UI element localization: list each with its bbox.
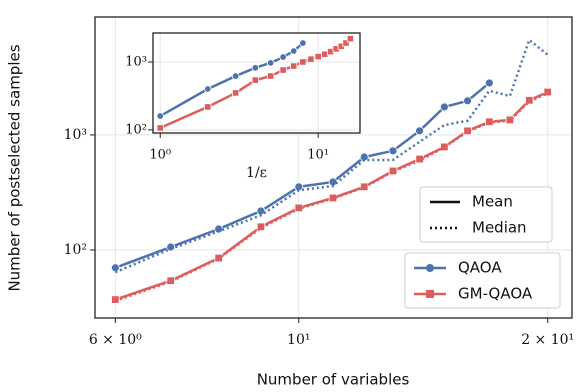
point (256, 206, 266, 216)
point (204, 103, 212, 111)
point (299, 39, 307, 47)
point (463, 96, 472, 106)
legend-label: Mean (472, 193, 513, 211)
x-tick-label: 6 × 10⁰ (89, 332, 142, 348)
point (166, 276, 175, 285)
point (388, 146, 398, 156)
point (251, 76, 259, 84)
point (231, 89, 240, 97)
x-axis-label: Number of variables (257, 371, 410, 389)
point (299, 58, 307, 66)
point (204, 85, 212, 93)
y-axis-label: Number of postselected samples (6, 44, 24, 291)
point (279, 66, 287, 74)
point (156, 112, 164, 120)
point (267, 72, 275, 80)
point (251, 64, 260, 72)
point (346, 35, 355, 43)
legend-label: GM-QAOA (458, 285, 533, 303)
y-tick-label: 10³ (125, 54, 147, 69)
y-tick-label: 10² (64, 242, 87, 258)
point (415, 126, 425, 136)
x-tick-label: 10¹ (307, 148, 329, 163)
legend-label: QAOA (458, 259, 502, 277)
x-tick-label: 10⁰ (149, 148, 171, 163)
series-line (114, 92, 549, 303)
point (505, 115, 515, 125)
point (290, 47, 298, 55)
y-tick-label: 10² (125, 122, 147, 137)
point (266, 59, 275, 67)
point (214, 253, 223, 263)
point (484, 78, 494, 88)
point (156, 124, 164, 132)
x-tick-label: 10¹ (287, 332, 310, 348)
point (314, 52, 322, 61)
point (110, 263, 120, 273)
legend-marker (426, 290, 434, 298)
point (543, 87, 552, 97)
legend-label: Median (472, 219, 527, 237)
point (328, 177, 338, 187)
x-tick-label: 2 × 10¹ (521, 332, 574, 348)
legend-marker (426, 264, 434, 272)
point (111, 295, 120, 304)
point (279, 53, 287, 61)
point (166, 242, 176, 252)
y-tick-label: 10³ (64, 127, 87, 143)
plot-frame (94, 16, 573, 319)
point (328, 193, 338, 203)
point (290, 62, 298, 70)
point (321, 50, 329, 58)
plot-frame (152, 32, 361, 134)
inset-x-label: 1/ε (246, 165, 267, 181)
series-line (114, 37, 549, 274)
point (307, 55, 315, 63)
point (231, 72, 240, 80)
point (342, 39, 350, 47)
point (439, 102, 449, 112)
point (256, 222, 266, 231)
